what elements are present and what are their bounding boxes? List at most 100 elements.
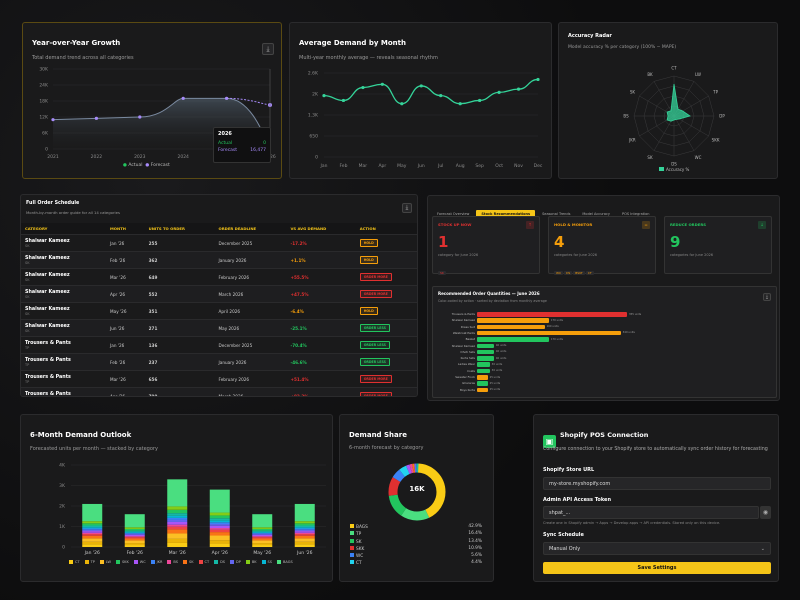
action-badge[interactable]: HOLD: [359, 239, 378, 247]
action-badge[interactable]: ORDER MORE: [359, 392, 392, 396]
legend-swatch: [245, 560, 250, 564]
bar-value-label: 25 units: [489, 388, 501, 392]
stacked-segment: [209, 522, 230, 525]
stacked-segment: [124, 540, 145, 544]
share-card: Demand Share 6-month forecast by categor…: [339, 414, 494, 582]
stacked-segment: [82, 528, 103, 530]
stacked-segment: [252, 530, 273, 532]
share-swatch: [350, 524, 354, 528]
share-label-wrap: CT: [350, 560, 362, 567]
sync-select[interactable]: Manual Only ⌄: [543, 542, 771, 555]
x-tick-label: Sep: [475, 163, 484, 169]
category-name: Shalwar Kameez: [25, 272, 70, 278]
vs-avg-cell: -25.1%: [286, 319, 356, 337]
x-tick-label: Oct: [495, 163, 503, 169]
demand-point: [322, 94, 326, 98]
download-icon[interactable]: ⤓: [262, 43, 274, 55]
stacked-segment: [209, 535, 230, 541]
stacked-segment: [167, 513, 188, 516]
stacked-segment: [209, 532, 230, 536]
column-header: VS AVG DEMAND: [286, 223, 356, 235]
legend-swatch: [150, 560, 155, 564]
action-badge[interactable]: ORDER MORE: [359, 290, 392, 298]
save-settings-button[interactable]: Save Settings: [543, 562, 771, 574]
stacked-segment: [167, 521, 188, 525]
yoy-subtitle: Total demand trend across all categories: [32, 55, 134, 61]
stacked-segment: [294, 534, 315, 536]
action-badge[interactable]: ORDER LESS: [359, 358, 390, 366]
bar-value-label: 25 units: [489, 381, 501, 385]
deadline-cell: January 2026: [214, 251, 287, 269]
y-tick-label: 2K: [312, 92, 319, 98]
stat-caption: category for June 2026: [438, 253, 479, 257]
yoy-title: Year-over-Year Growth: [32, 39, 121, 47]
stat-value: 9: [670, 233, 681, 251]
y-tick-label: 1.3K: [308, 113, 319, 119]
share-value: 10.9%: [468, 545, 482, 551]
tab-item[interactable]: POS Integration: [622, 212, 650, 216]
tab-item[interactable]: Model Accuracy: [582, 212, 611, 216]
reco-tabs: Forecast Overview Stock Recommendations Se…: [432, 200, 657, 219]
legend-swatch: [69, 560, 73, 564]
stat-card: HOLD & MONITOR = 4 categories for June 2026…: [548, 216, 656, 275]
y-tick-label: 2K: [59, 504, 66, 510]
stacked-segment: [82, 534, 103, 536]
action-badge[interactable]: HOLD: [359, 307, 378, 315]
legend-item: SKK: [115, 560, 129, 564]
deadline-cell: February 2026: [214, 268, 287, 286]
stacked-segment: [294, 531, 315, 533]
bar-value-label: 40 units: [495, 344, 507, 347]
stacked-segment: [294, 523, 315, 526]
category-cell: Shalwar Kameez SK: [21, 234, 107, 252]
action-badge[interactable]: ORDER MORE: [359, 375, 392, 383]
stat-card: STOCK UP NOW ↑ 1 category for June 2026 SK: [432, 216, 540, 275]
radar-title: Accuracy Radar: [568, 33, 612, 39]
table-row: Shalwar Kameez SK Mar '26 649 February 2026 +…: [21, 268, 417, 286]
eye-icon[interactable]: ◉: [760, 506, 771, 519]
bar: [477, 330, 621, 336]
share-row: SKK 10.9%: [350, 545, 482, 553]
stacked-segment: [209, 529, 230, 533]
x-tick-label: May '26: [253, 550, 271, 556]
bar-category-label: Coats: [467, 368, 475, 373]
legend-swatch: [182, 560, 187, 564]
token-input[interactable]: shpat_...: [543, 506, 759, 519]
qty-download-icon[interactable]: ⤓: [763, 293, 771, 301]
tooltip-forecast-value: 16,477: [250, 148, 266, 153]
actual-point: [225, 96, 229, 100]
donut-slice-other: [388, 463, 446, 521]
stacked-segment: [167, 533, 188, 539]
demand-point: [536, 77, 540, 82]
tab-item[interactable]: Forecast Overview: [437, 212, 470, 216]
bar: [477, 368, 490, 374]
share-center: 16K: [409, 485, 425, 493]
legend-swatch: [198, 560, 203, 564]
y-tick-label: 4K: [59, 463, 66, 469]
action-badge[interactable]: HOLD: [359, 256, 378, 264]
schedule-subtitle: Month-by-month order guide for all 14 ca…: [26, 210, 120, 215]
action-badge[interactable]: ORDER MORE: [359, 273, 392, 281]
legend-actual-marker: ●: [123, 163, 127, 168]
table-row: Shalwar Kameez SK Apr '26 552 March 2026 +47.…: [21, 285, 417, 303]
legend-label: BS: [173, 560, 178, 564]
legend-swatch: [214, 560, 219, 564]
tab-item[interactable]: Seasonal Trends: [542, 212, 571, 216]
action-badge[interactable]: ORDER LESS: [359, 324, 390, 332]
action-badge[interactable]: ORDER LESS: [359, 341, 390, 349]
category-code: TP: [25, 379, 30, 384]
shopify-bag-icon: ▣: [543, 435, 556, 448]
store-url-input[interactable]: my-store.myshopify.com: [543, 477, 771, 490]
tag-chip: BSKT: [573, 271, 585, 275]
tag-chip: CT: [585, 271, 594, 275]
x-tick-label: Apr '26: [212, 550, 228, 556]
schedule-download-icon[interactable]: ⤓: [402, 203, 412, 213]
bar-category-label: Shalwar Kameez: [451, 343, 475, 348]
share-donut: [388, 463, 446, 521]
legend-swatch: [230, 560, 235, 564]
stacked-segment: [167, 517, 188, 520]
category-name: Trousers & Pants: [25, 340, 71, 346]
tab-item[interactable]: Stock Recommendations: [476, 210, 536, 218]
legend-label: SK: [188, 560, 194, 564]
